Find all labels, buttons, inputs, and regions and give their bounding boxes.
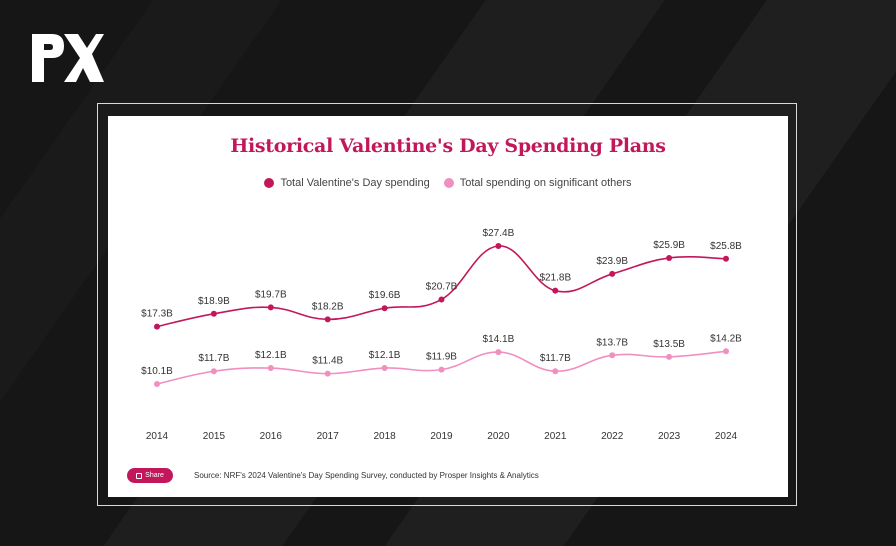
data-point xyxy=(324,370,331,377)
share-icon xyxy=(136,472,143,479)
data-point xyxy=(552,287,559,294)
data-label: $19.6B xyxy=(369,290,401,301)
data-point xyxy=(495,243,502,249)
chart-frame xyxy=(97,103,797,506)
x-tick-label: 2024 xyxy=(715,431,738,442)
x-tick-label: 2021 xyxy=(544,431,567,442)
data-point xyxy=(552,368,559,375)
data-point xyxy=(210,368,217,375)
data-label: $13.7B xyxy=(596,337,628,348)
chart-card: Historical Valentine's Day Spending Plan… xyxy=(108,116,788,497)
x-tick-label: 2017 xyxy=(317,431,340,442)
x-tick-label: 2019 xyxy=(430,431,453,442)
data-point xyxy=(381,305,388,312)
share-label: Share xyxy=(145,472,164,479)
data-point xyxy=(154,381,160,387)
data-label: $11.9B xyxy=(426,352,457,363)
source-note: Source: NRF's 2024 Valentine's Day Spend… xyxy=(194,471,539,480)
data-point xyxy=(267,365,274,372)
series-line-1 xyxy=(156,245,727,328)
data-label: $17.3B xyxy=(141,309,173,320)
data-point xyxy=(381,365,388,372)
x-tick-label: 2016 xyxy=(260,431,283,442)
data-label: $18.9B xyxy=(198,296,230,307)
data-point xyxy=(438,296,445,303)
legend-dot-significant-others xyxy=(443,178,454,188)
data-point xyxy=(210,310,217,317)
x-tick-label: 2023 xyxy=(658,431,681,442)
data-label: $14.1B xyxy=(483,334,515,345)
data-point xyxy=(609,270,616,277)
px-logo-icon xyxy=(32,34,104,82)
legend-item-significant-others[interactable]: Total spending on significant others xyxy=(443,177,632,189)
data-point xyxy=(609,352,616,359)
data-point xyxy=(324,316,331,323)
data-point xyxy=(723,255,729,262)
data-point xyxy=(154,323,160,330)
data-label: $20.7B xyxy=(426,281,458,292)
data-label: $11.4B xyxy=(312,356,343,367)
data-label: $25.8B xyxy=(710,241,742,252)
chart-title: Historical Valentine's Day Spending Plan… xyxy=(230,135,666,157)
data-point xyxy=(267,304,274,311)
data-label: $13.5B xyxy=(653,339,685,350)
x-tick-label: 2022 xyxy=(601,431,624,442)
x-tick-label: 2018 xyxy=(373,431,396,442)
x-tick-label: 2015 xyxy=(203,431,226,442)
data-label: $10.1B xyxy=(141,366,173,377)
data-label: $19.7B xyxy=(255,289,287,300)
legend-dot-total xyxy=(264,178,275,188)
x-tick-label: 2020 xyxy=(487,431,510,442)
data-point xyxy=(723,348,729,355)
data-label: $12.1B xyxy=(255,350,287,361)
data-label: $11.7B xyxy=(198,353,229,364)
data-label: $25.9B xyxy=(653,240,685,251)
legend-label-significant-others: Total spending on significant others xyxy=(459,177,632,189)
chart-legend: Total Valentine's Day spending Total spe… xyxy=(108,177,788,189)
data-label: $11.7B xyxy=(540,353,571,364)
legend-item-total[interactable]: Total Valentine's Day spending xyxy=(264,177,430,189)
data-point xyxy=(666,254,673,261)
data-label: $12.1B xyxy=(369,350,401,361)
data-label: $27.4B xyxy=(483,228,515,239)
data-point xyxy=(438,366,445,373)
data-label: $14.2B xyxy=(710,333,742,344)
data-label: $18.2B xyxy=(312,301,344,312)
data-point xyxy=(666,353,673,360)
data-label: $21.8B xyxy=(539,273,571,284)
x-tick-label: 2014 xyxy=(146,431,169,442)
data-point xyxy=(495,349,502,356)
share-button[interactable]: Share xyxy=(127,468,173,483)
line-chart: $17.3B $18.9B $19.7B $18.2B $19.6B $20.7B $27.… xyxy=(141,228,742,442)
data-label: $23.9B xyxy=(596,256,628,267)
legend-label-total: Total Valentine's Day spending xyxy=(280,177,430,189)
